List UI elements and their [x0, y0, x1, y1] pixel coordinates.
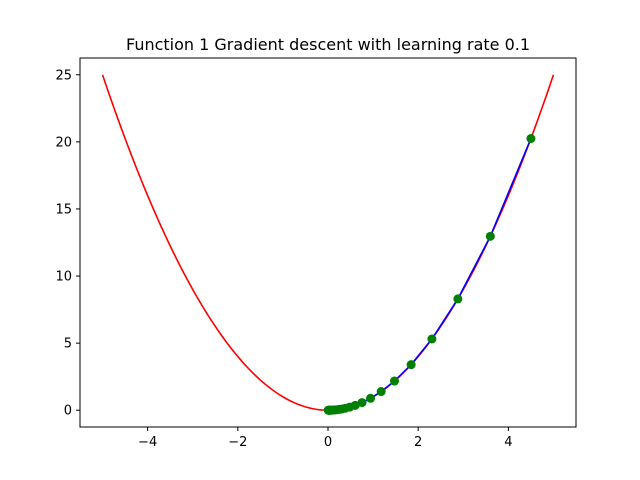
- plot-area: [101, 74, 555, 415]
- descent-point: [389, 376, 399, 386]
- descent-point: [427, 334, 437, 344]
- x-tick-label: −2: [228, 435, 247, 450]
- x-tick-label: −4: [138, 435, 157, 450]
- axes: −4 −2 0 2 4 0 5 10 15 20 25: [55, 57, 577, 450]
- x-tick-label: 0: [324, 435, 332, 450]
- y-tick-label: 5: [64, 337, 72, 352]
- x-tick-label: 2: [414, 435, 422, 450]
- y-tick-label: 10: [55, 270, 72, 285]
- descent-point: [406, 360, 416, 370]
- descent-point: [526, 134, 536, 144]
- y-tick-label: 25: [55, 68, 72, 83]
- y-tick-label: 20: [55, 135, 72, 150]
- y-tick-label: 15: [55, 202, 72, 217]
- y-tick-label: 0: [64, 404, 72, 419]
- descent-point: [366, 393, 376, 403]
- chart-title: Function 1 Gradient descent with learnin…: [126, 35, 530, 54]
- descent-point: [485, 231, 495, 241]
- x-tick-label: 4: [504, 435, 512, 450]
- descent-point: [323, 405, 333, 415]
- descent-point: [453, 294, 463, 304]
- descent-point: [357, 398, 367, 408]
- descent-point: [376, 387, 386, 397]
